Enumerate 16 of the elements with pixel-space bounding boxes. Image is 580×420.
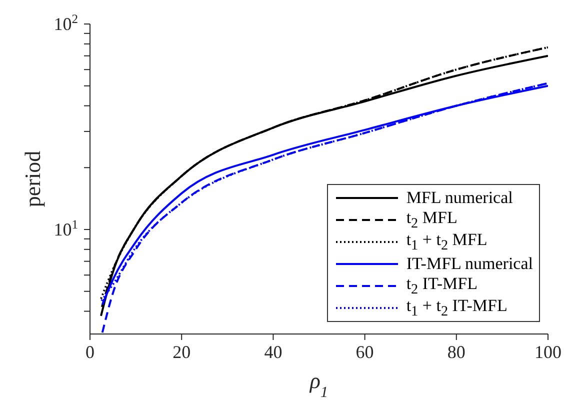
y-tick-label: 10$^{2}$ [54, 12, 78, 34]
x-tick-label: 0 [86, 342, 94, 362]
x-tick-label: 60 [356, 342, 374, 362]
legend-label: t$_{2}$ IT-MFL [406, 274, 478, 298]
legend-label: MFL numerical [406, 188, 513, 208]
y-axis-title: period [20, 150, 45, 208]
legend-label: t$_{1}$ + t$_{2}$ MFL [406, 230, 488, 254]
x-tick-label: 100 [534, 342, 562, 362]
x-axis-title: ρ$_{1}$ [308, 368, 328, 400]
legend-label: t$_{2}$ MFL [406, 208, 458, 232]
legend-label: t$_{1}$ + t$_{2}$ IT-MFL [406, 296, 508, 320]
x-tick-label: 40 [264, 342, 282, 362]
legend-label: IT-MFL numerical [406, 254, 533, 274]
y-tick-label: 10$^{1}$ [54, 217, 78, 240]
x-tick-label: 80 [447, 342, 466, 362]
x-tick-label: 20 [172, 342, 191, 362]
